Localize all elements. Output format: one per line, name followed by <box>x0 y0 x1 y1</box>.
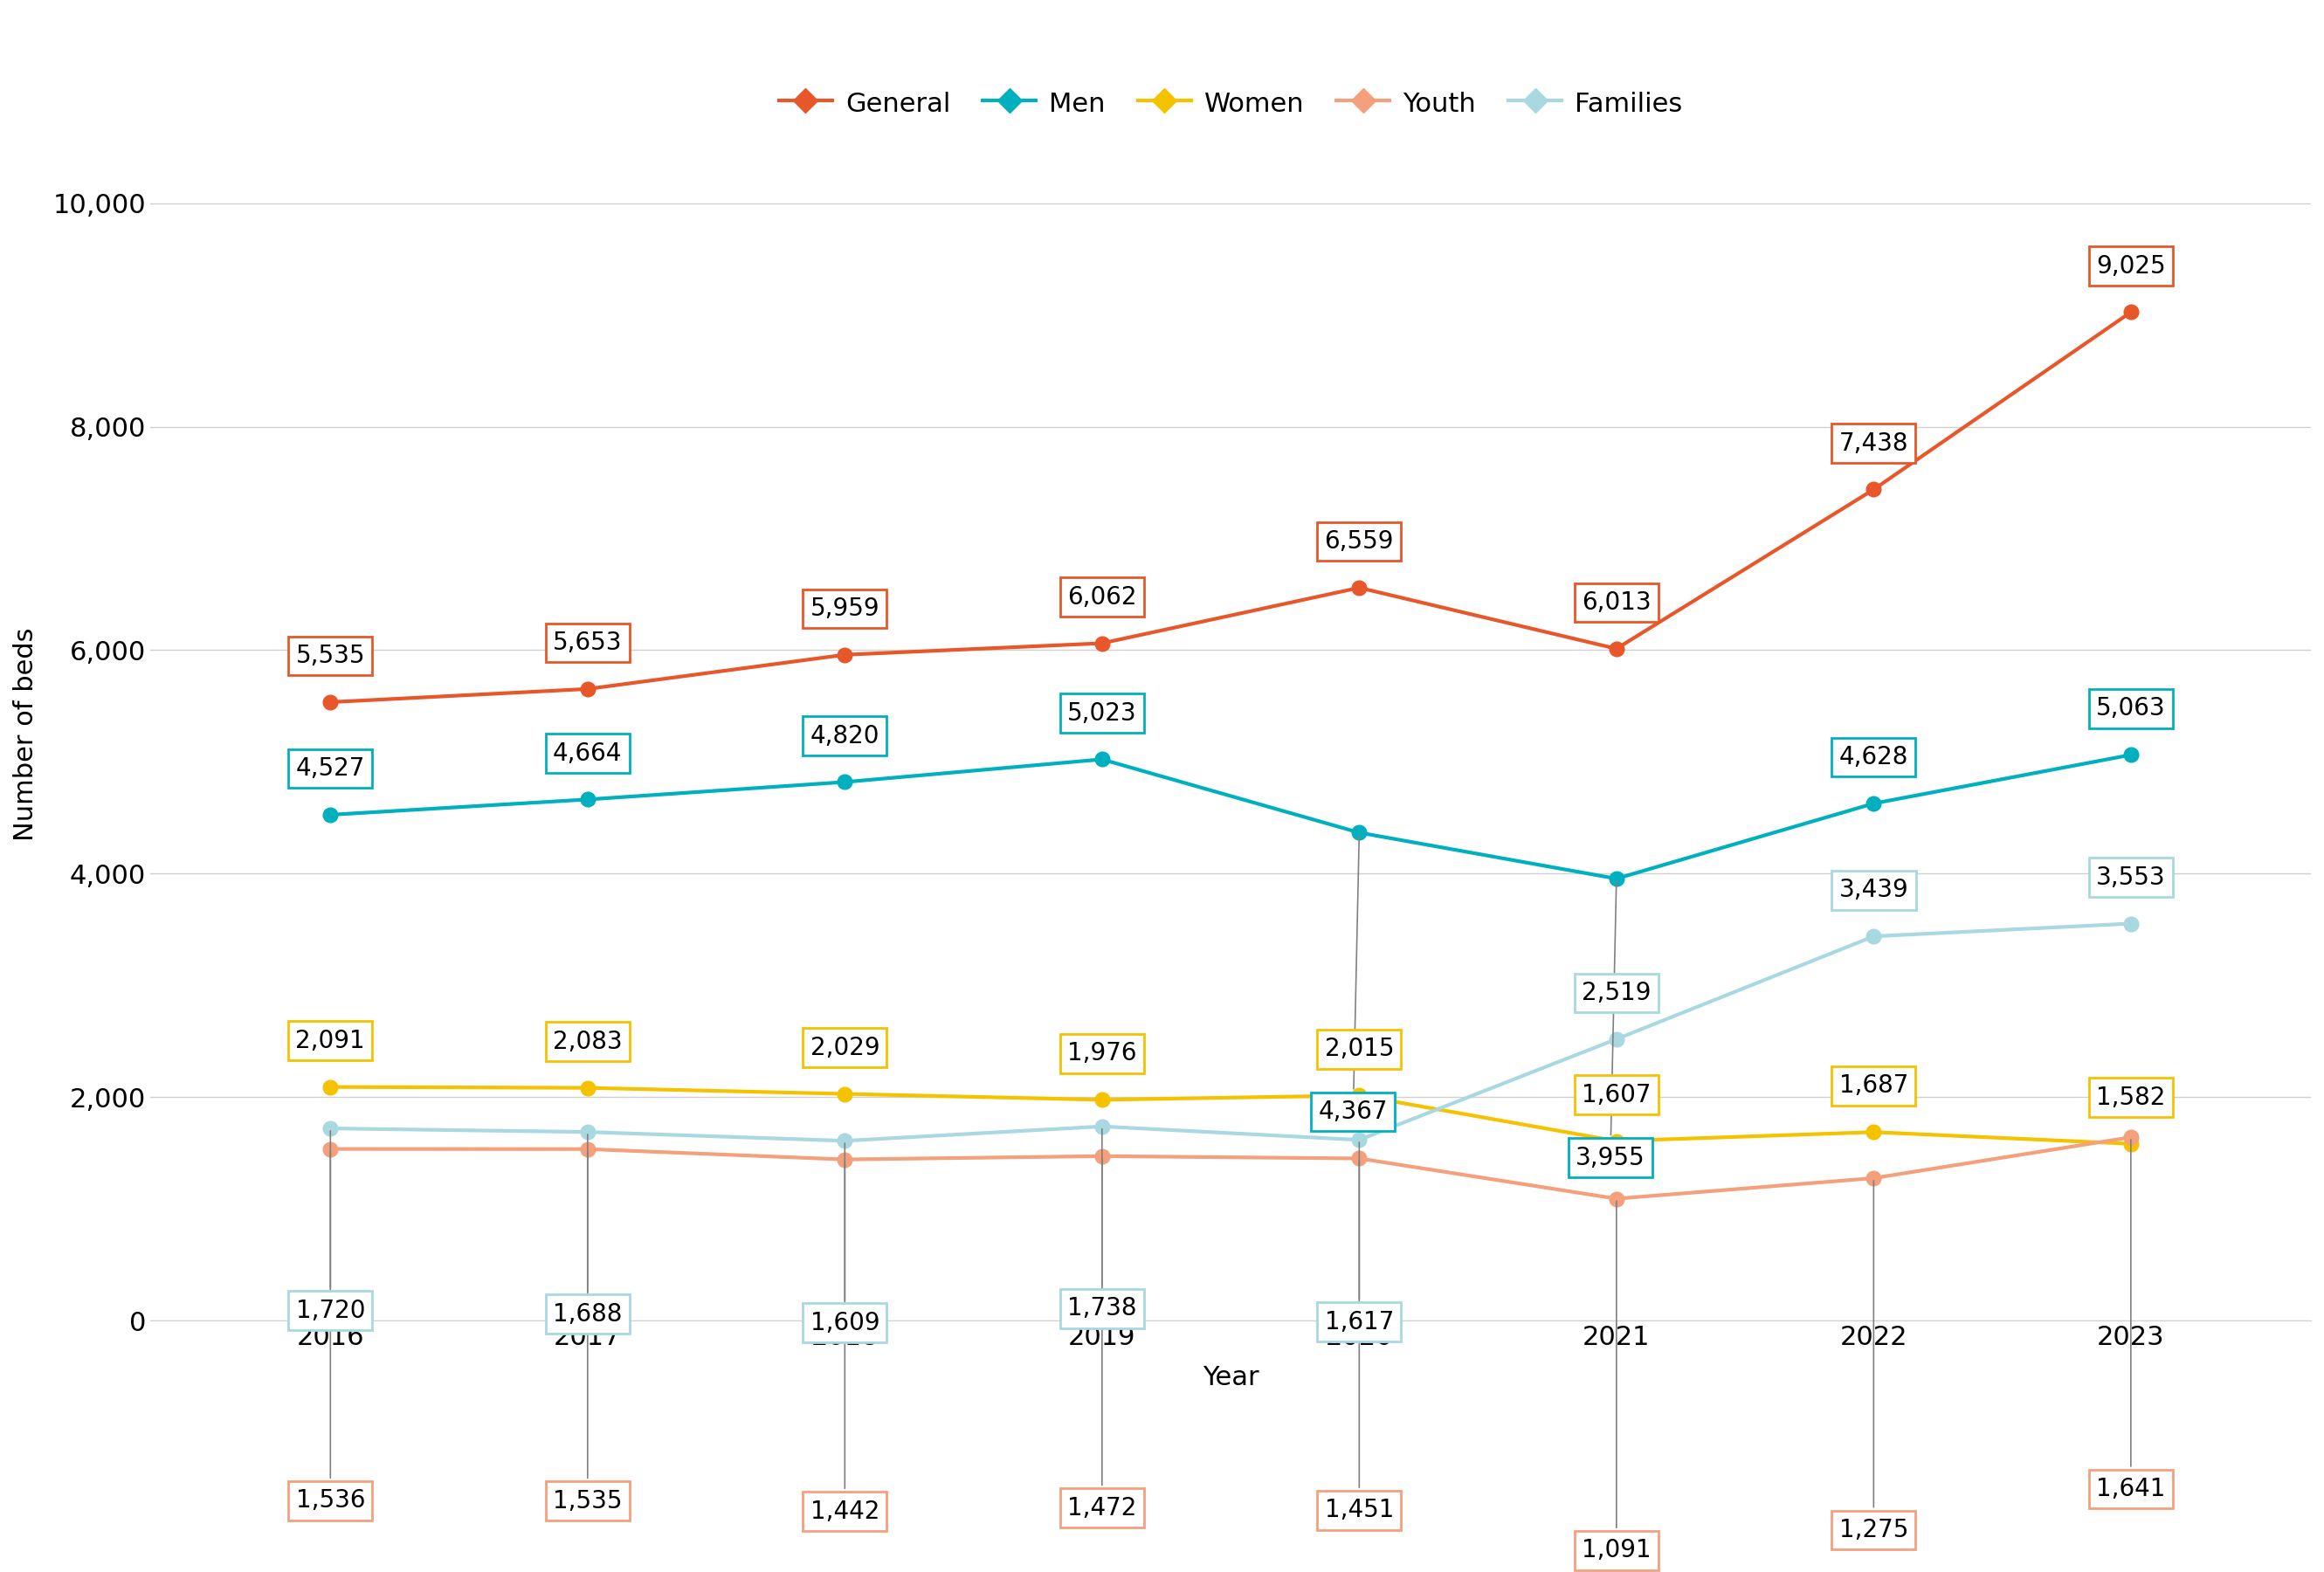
Text: 5,653: 5,653 <box>553 630 623 656</box>
Text: 2,083: 2,083 <box>553 1030 623 1053</box>
General <box>2117 303 2145 322</box>
Line: Families: Families <box>323 916 2138 1148</box>
Text: 6,062: 6,062 <box>1067 585 1136 610</box>
Text: 1,451: 1,451 <box>1325 1160 1394 1523</box>
Text: 1,687: 1,687 <box>1838 1074 1908 1099</box>
Text: 3,955: 3,955 <box>1576 880 1645 1170</box>
Text: 6,559: 6,559 <box>1325 530 1394 553</box>
Text: 4,527: 4,527 <box>295 756 365 781</box>
Text: 3,553: 3,553 <box>2096 865 2166 890</box>
Text: 2,015: 2,015 <box>1325 1038 1394 1061</box>
Text: 3,439: 3,439 <box>1838 877 1908 902</box>
Families <box>832 1132 860 1151</box>
Women <box>2117 1135 2145 1154</box>
Youth <box>1346 1149 1373 1168</box>
Women <box>316 1077 344 1096</box>
Text: 9,025: 9,025 <box>2096 253 2166 278</box>
Families <box>2117 915 2145 934</box>
Youth <box>1859 1168 1887 1187</box>
Men <box>1859 794 1887 813</box>
Text: 2,519: 2,519 <box>1583 981 1650 1005</box>
Men <box>832 772 860 791</box>
Text: 1,617: 1,617 <box>1325 1143 1394 1335</box>
Families <box>574 1122 602 1141</box>
Text: 5,023: 5,023 <box>1067 701 1136 725</box>
General <box>832 646 860 665</box>
Men <box>1604 869 1631 888</box>
Youth <box>574 1140 602 1159</box>
Text: 4,664: 4,664 <box>553 740 623 766</box>
Men <box>1088 750 1116 769</box>
Women <box>832 1085 860 1104</box>
General <box>1604 640 1631 659</box>
Text: 1,582: 1,582 <box>2096 1085 2166 1110</box>
Text: 1,442: 1,442 <box>811 1162 878 1523</box>
Youth <box>316 1140 344 1159</box>
Text: 1,976: 1,976 <box>1067 1041 1136 1066</box>
Text: 7,438: 7,438 <box>1838 431 1908 456</box>
Men <box>574 791 602 810</box>
Text: 5,959: 5,959 <box>811 596 878 621</box>
Women <box>1604 1132 1631 1151</box>
Text: 1,535: 1,535 <box>553 1152 623 1514</box>
Women <box>1088 1091 1116 1110</box>
Text: 1,720: 1,720 <box>295 1130 365 1322</box>
Families <box>316 1119 344 1138</box>
General <box>1346 578 1373 597</box>
General <box>316 693 344 712</box>
Men <box>2117 745 2145 764</box>
Text: 1,275: 1,275 <box>1838 1181 1908 1542</box>
General <box>1859 479 1887 498</box>
Families <box>1859 927 1887 946</box>
Line: Men: Men <box>323 748 2138 887</box>
X-axis label: Year: Year <box>1202 1364 1260 1390</box>
Families <box>1604 1030 1631 1049</box>
Text: 2,029: 2,029 <box>811 1036 878 1060</box>
Text: 1,607: 1,607 <box>1583 1083 1650 1107</box>
Text: 5,063: 5,063 <box>2096 696 2166 722</box>
Legend: General, Men, Women, Youth, Families: General, Men, Women, Youth, Families <box>767 79 1694 127</box>
Line: Women: Women <box>323 1080 2138 1151</box>
Text: 5,535: 5,535 <box>295 643 365 668</box>
Line: Youth: Youth <box>323 1130 2138 1206</box>
Text: 1,091: 1,091 <box>1583 1201 1652 1563</box>
Youth <box>832 1151 860 1170</box>
Text: 6,013: 6,013 <box>1583 591 1652 615</box>
Text: 4,367: 4,367 <box>1318 835 1387 1124</box>
Men <box>316 805 344 824</box>
Text: 1,641: 1,641 <box>2096 1140 2166 1501</box>
Women <box>1859 1122 1887 1141</box>
Women <box>1346 1086 1373 1105</box>
Text: 1,738: 1,738 <box>1067 1129 1136 1320</box>
General <box>1088 634 1116 652</box>
Women <box>574 1078 602 1097</box>
Text: 1,609: 1,609 <box>811 1143 878 1335</box>
Text: 2,091: 2,091 <box>295 1028 365 1053</box>
Youth <box>1604 1190 1631 1209</box>
Line: General: General <box>323 305 2138 709</box>
Youth <box>2117 1127 2145 1146</box>
Families <box>1088 1118 1116 1137</box>
Men <box>1346 824 1373 843</box>
Families <box>1346 1130 1373 1149</box>
Text: 4,628: 4,628 <box>1838 745 1908 770</box>
Text: 1,688: 1,688 <box>553 1135 623 1327</box>
Text: 1,536: 1,536 <box>295 1151 365 1512</box>
Y-axis label: Number of beds: Number of beds <box>14 627 40 841</box>
Text: 1,472: 1,472 <box>1067 1159 1136 1520</box>
Text: 4,820: 4,820 <box>811 723 878 748</box>
General <box>574 679 602 698</box>
Youth <box>1088 1146 1116 1165</box>
